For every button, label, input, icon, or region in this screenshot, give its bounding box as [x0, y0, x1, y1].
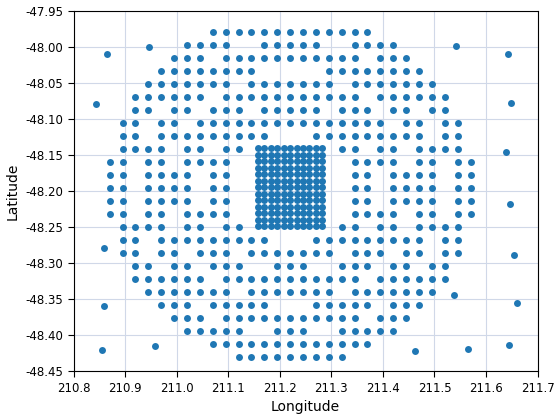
Y-axis label: Latitude: Latitude — [6, 162, 20, 220]
X-axis label: Longitude: Longitude — [271, 400, 340, 415]
